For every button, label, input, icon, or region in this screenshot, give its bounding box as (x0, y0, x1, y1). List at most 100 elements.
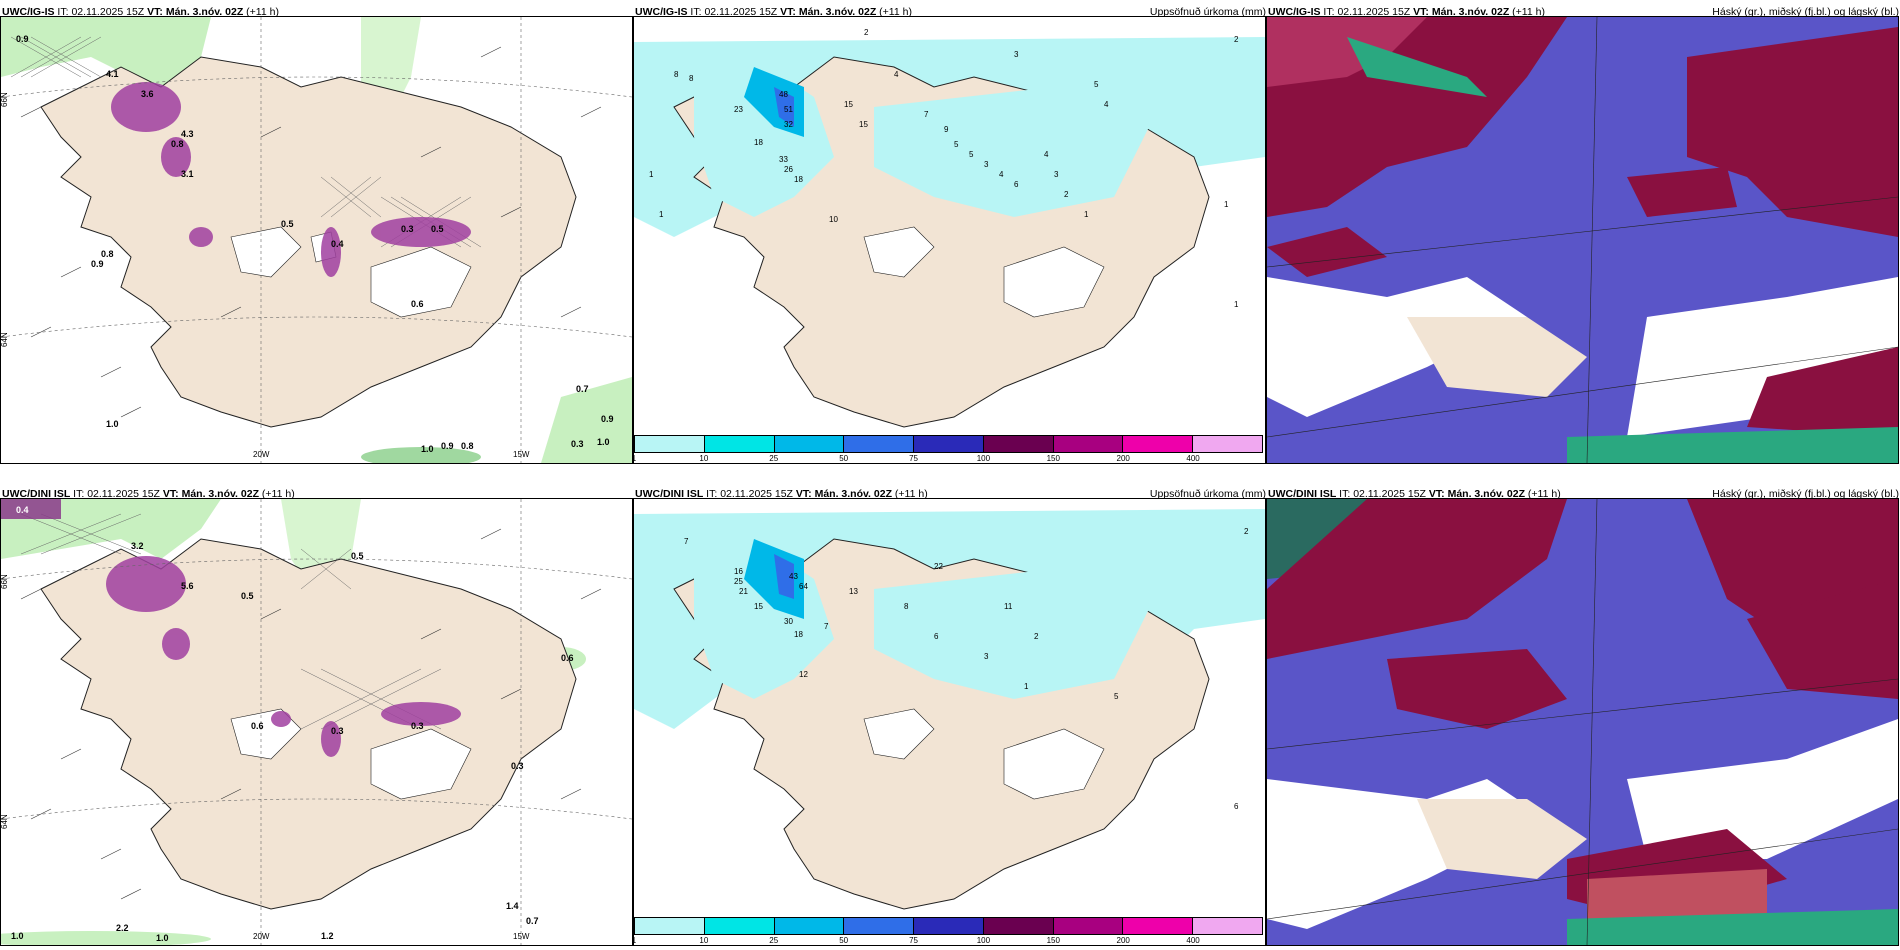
colorbar-segment (704, 436, 775, 452)
svg-text:2: 2 (1064, 190, 1069, 199)
precip-colorbar (634, 917, 1263, 935)
svg-text:64: 64 (799, 582, 808, 591)
map-cloud-ig[interactable] (1266, 16, 1899, 464)
colorbar-segment (774, 436, 845, 452)
svg-text:9: 9 (944, 125, 949, 134)
map-wind-ig[interactable]: 66N 64N 20W 15W 0.9 4.1 3.6 0.8 4.3 3.1 … (0, 16, 633, 464)
panel-ig-cloud: UWC/IG-IS IT: 02.11.2025 15Z VT: Mán. 3.… (1266, 0, 1899, 465)
colorbar-segment (635, 918, 705, 934)
svg-text:30: 30 (784, 617, 793, 626)
precip-map-svg: 7 16 25 21 15 43 64 30 18 13 7 12 22 8 1… (634, 509, 1265, 910)
svg-text:15: 15 (844, 100, 853, 109)
svg-text:0.4: 0.4 (16, 505, 29, 515)
svg-text:3: 3 (984, 160, 989, 169)
svg-text:2.2: 2.2 (116, 923, 129, 933)
svg-text:2: 2 (864, 28, 869, 37)
svg-text:15: 15 (754, 602, 763, 611)
svg-text:0.8: 0.8 (101, 249, 114, 259)
svg-text:3.6: 3.6 (141, 89, 154, 99)
precip-purple (1, 499, 461, 757)
panel-right-title: Háský (gr.), miðský (fj.bl.) og lágský (… (1712, 488, 1899, 500)
svg-text:51: 51 (784, 105, 793, 114)
svg-text:0.9: 0.9 (16, 34, 29, 44)
svg-text:13: 13 (849, 587, 858, 596)
svg-text:4.1: 4.1 (106, 69, 119, 79)
svg-text:8: 8 (674, 70, 679, 79)
colorbar-tick: 75 (909, 454, 918, 463)
svg-text:3: 3 (1014, 50, 1019, 59)
colorbar-tick: 1 (631, 936, 637, 945)
colorbar-ticks: 1 10 25 50 75 100 150 200 400 (631, 936, 1263, 947)
colorbar-tick: 100 (976, 936, 991, 945)
colorbar-tick: 200 (1116, 936, 1130, 945)
panel-dini-wind: UWC/DINI ISL IT: 02.11.2025 15Z VT: Mán.… (0, 482, 633, 947)
svg-text:0.9: 0.9 (91, 259, 104, 269)
svg-text:7: 7 (924, 110, 929, 119)
svg-text:0.5: 0.5 (351, 551, 364, 561)
svg-text:1.4: 1.4 (506, 901, 519, 911)
colorbar-segment (914, 918, 984, 934)
svg-text:2: 2 (1244, 527, 1249, 536)
grid-label: 64N (1, 814, 9, 829)
svg-text:0.3: 0.3 (571, 439, 584, 449)
svg-text:6: 6 (1234, 802, 1239, 811)
svg-text:21: 21 (739, 587, 748, 596)
svg-text:1: 1 (1084, 210, 1089, 219)
svg-text:0.3: 0.3 (331, 726, 344, 736)
map-cloud-dini[interactable] (1266, 498, 1899, 946)
svg-text:0.5: 0.5 (281, 219, 294, 229)
svg-text:43: 43 (789, 572, 798, 581)
glacier-2 (1003, 246, 1105, 318)
svg-text:1.2: 1.2 (321, 931, 334, 941)
svg-text:5: 5 (1114, 692, 1119, 701)
map-wind-dini[interactable]: 66N 64N 20W 15W 0.4 3.2 5.6 0.5 0.5 0.3 … (0, 498, 633, 946)
colorbar-tick: 10 (699, 454, 709, 463)
svg-text:2: 2 (1234, 35, 1239, 44)
wind-map-svg: 66N 64N 20W 15W 0.4 3.2 5.6 0.5 0.5 0.3 … (1, 499, 632, 945)
colorbar-segment (774, 918, 845, 934)
svg-text:1.0: 1.0 (156, 933, 169, 943)
svg-text:0.3: 0.3 (411, 721, 424, 731)
panel-ig-wind: UWC/IG-IS IT: 02.11.2025 15Z VT: Mán. 3.… (0, 0, 633, 465)
colorbar-segment (914, 436, 984, 452)
svg-text:1.0: 1.0 (597, 437, 610, 447)
grid-label: 15W (513, 450, 530, 459)
glacier-2 (370, 246, 472, 318)
svg-text:25: 25 (734, 577, 743, 586)
svg-text:8: 8 (904, 602, 909, 611)
svg-text:15: 15 (859, 120, 868, 129)
svg-text:3: 3 (984, 652, 989, 661)
svg-text:5: 5 (954, 140, 959, 149)
precip-purple (111, 82, 471, 277)
gridlines (1, 499, 632, 945)
svg-text:7: 7 (684, 537, 689, 546)
colorbar-segment (844, 436, 915, 452)
colorbar-segment (983, 918, 1054, 934)
panel-ig-precip: UWC/IG-IS IT: 02.11.2025 15Z VT: Mán. 3.… (631, 0, 1266, 465)
svg-text:0.3: 0.3 (511, 761, 524, 771)
colorbar-segment (1053, 436, 1124, 452)
svg-text:4: 4 (999, 170, 1004, 179)
colorbar-segment (1193, 918, 1263, 934)
colorbar-segment (1053, 918, 1124, 934)
colorbar-tick: 150 (1046, 936, 1060, 945)
svg-text:48: 48 (779, 90, 788, 99)
glacier-2 (370, 728, 472, 800)
svg-text:23: 23 (734, 105, 743, 114)
svg-text:3.2: 3.2 (131, 541, 144, 551)
svg-text:1.0: 1.0 (11, 931, 24, 941)
svg-text:5: 5 (1094, 80, 1099, 89)
map-precip-ig[interactable]: 2 8 8 3 4 2 1 1 1 23 48 51 32 15 18 33 2… (633, 16, 1266, 464)
panel-dini-precip: UWC/DINI ISL IT: 02.11.2025 15Z VT: Mán.… (631, 482, 1266, 947)
map-precip-dini[interactable]: 7 16 25 21 15 43 64 30 18 13 7 12 22 8 1… (633, 498, 1266, 946)
colorbar-tick: 25 (769, 936, 779, 945)
colorbar-tick: 400 (1186, 454, 1200, 463)
svg-text:0.9: 0.9 (441, 441, 454, 451)
colorbar-tick: 400 (1186, 936, 1200, 945)
wind-map-svg: 66N 64N 20W 15W 0.9 4.1 3.6 0.8 4.3 3.1 … (1, 17, 632, 463)
svg-text:0.3: 0.3 (401, 224, 414, 234)
colorbar-tick: 1 (631, 454, 637, 463)
panel-right-title: Uppsöfnuð úrkoma (mm) (1149, 488, 1266, 500)
svg-text:7: 7 (824, 622, 829, 631)
svg-text:0.5: 0.5 (241, 591, 254, 601)
